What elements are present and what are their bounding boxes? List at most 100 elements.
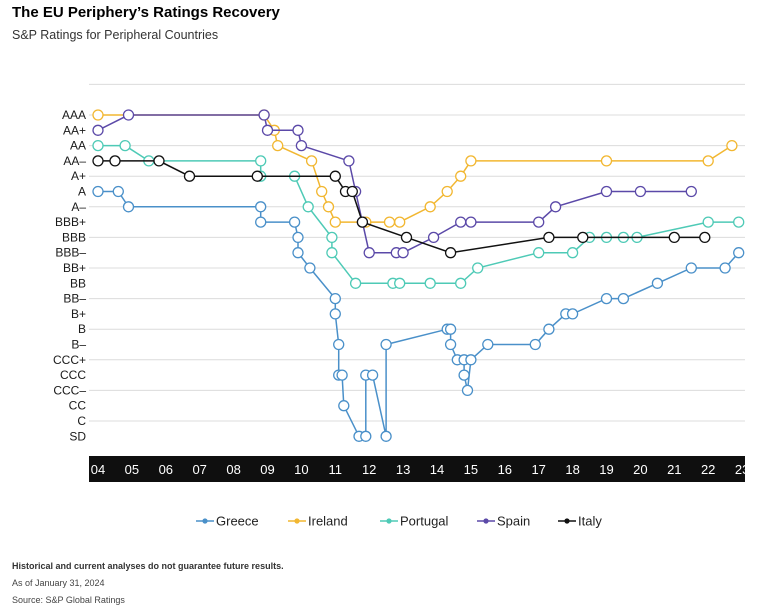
x-tick-label-12: 12 <box>362 462 376 477</box>
portugal-point <box>455 277 467 289</box>
ireland-point <box>92 109 104 121</box>
italy-point <box>699 231 711 244</box>
greece-point <box>122 201 135 213</box>
greece-point <box>288 216 301 228</box>
spain-point <box>292 124 304 136</box>
y-tick-label-bb: BB+ <box>63 261 86 275</box>
portugal-point <box>424 277 436 289</box>
greece-point <box>529 338 541 351</box>
ireland-point <box>322 201 335 213</box>
ireland-point <box>600 155 613 167</box>
greece-point <box>733 247 745 259</box>
y-tick-label-ccc: CCC– <box>53 383 86 397</box>
y-tick-label-c: C <box>77 414 86 428</box>
legend-marker <box>386 518 392 524</box>
greece-point <box>461 384 474 397</box>
greece-point <box>255 201 267 213</box>
gridlines <box>89 83 745 422</box>
spain-point <box>634 185 647 198</box>
spain-point <box>343 155 355 167</box>
greece-point <box>380 430 392 442</box>
x-tick-label-21: 21 <box>667 462 681 477</box>
x-tick-label-18: 18 <box>565 462 579 477</box>
y-tick-label-sd: SD <box>69 429 86 443</box>
greece-point <box>600 292 613 305</box>
italy-point <box>543 231 555 244</box>
legend-item-portugal: Portugal <box>380 514 449 529</box>
italy-point <box>346 185 358 198</box>
spain-point <box>258 109 270 121</box>
x-tick-label-17: 17 <box>531 462 545 477</box>
legend-label: Greece <box>216 514 259 529</box>
portugal-point <box>472 262 484 274</box>
y-tick-label-ccc: CCC+ <box>53 353 86 367</box>
italy-point <box>356 216 369 228</box>
italy-point <box>153 155 165 167</box>
greece-point <box>444 323 457 335</box>
series-spain <box>92 109 697 259</box>
spain-point <box>427 231 440 244</box>
y-tick-label-bb: BB– <box>63 292 86 306</box>
legend-label: Portugal <box>400 514 449 529</box>
ireland-point <box>702 155 714 167</box>
spain-point <box>685 185 697 198</box>
x-tick-label-14: 14 <box>430 462 444 477</box>
y-tick-label-a: A <box>78 185 86 199</box>
greece-point <box>543 323 555 335</box>
x-tick-label-22: 22 <box>701 462 715 477</box>
series-group <box>92 109 745 442</box>
spain-point <box>397 247 409 259</box>
spain-point <box>122 109 135 121</box>
y-tick-label-a: A+ <box>71 169 86 183</box>
greece-point <box>719 262 731 274</box>
greece-line <box>98 190 740 438</box>
greece-point <box>92 185 104 198</box>
italy-point <box>577 231 589 244</box>
italy-point <box>668 231 680 244</box>
legend: Greece Ireland Portugal Spain Italy <box>196 514 602 529</box>
x-tick-label-20: 20 <box>633 462 647 477</box>
greece-point <box>112 185 124 198</box>
portugal-point <box>92 139 104 152</box>
legend-marker <box>483 518 489 524</box>
legend-marker <box>564 518 570 524</box>
x-tick-label-19: 19 <box>599 462 613 477</box>
ireland-point <box>394 216 406 228</box>
greece-point <box>444 338 457 351</box>
greece-point <box>292 231 304 244</box>
source-note: Source: S&P Global Ratings <box>12 595 125 605</box>
ireland-point <box>441 185 453 198</box>
legend-item-ireland: Ireland <box>288 514 348 529</box>
legend-label: Spain <box>497 514 530 529</box>
portugal-point <box>733 216 745 228</box>
ireland-line <box>98 114 733 223</box>
ireland-point <box>726 139 738 152</box>
italy-point <box>183 170 196 182</box>
greece-point <box>685 262 697 274</box>
x-tick-label-10: 10 <box>294 462 308 477</box>
portugal-point <box>326 231 338 244</box>
spain-point <box>600 185 613 198</box>
series-ireland <box>92 109 738 228</box>
italy-point <box>251 170 263 182</box>
y-tick-label-bbb: BBB+ <box>55 215 86 229</box>
chart-title: The EU Periphery’s Ratings Recovery <box>12 4 280 21</box>
spain-point <box>549 201 562 213</box>
x-axis-band <box>89 456 745 482</box>
spain-point <box>465 216 477 228</box>
legend-item-italy: Italy <box>558 514 602 529</box>
portugal-point <box>349 277 362 289</box>
spain-point <box>261 124 274 136</box>
y-tick-label-aa: AA– <box>63 154 86 168</box>
y-tick-label-bb: BB <box>70 276 86 290</box>
y-tick-label-b: B <box>78 322 86 336</box>
portugal-point <box>566 247 579 259</box>
portugal-point <box>394 277 406 289</box>
x-tick-label-15: 15 <box>464 462 478 477</box>
spain-point <box>533 216 545 228</box>
legend-marker <box>202 518 208 524</box>
disclaimer-note: Historical and current analyses do not g… <box>12 561 284 571</box>
greece-point <box>336 369 348 381</box>
legend-label: Ireland <box>308 514 348 529</box>
greece-point <box>458 369 470 381</box>
